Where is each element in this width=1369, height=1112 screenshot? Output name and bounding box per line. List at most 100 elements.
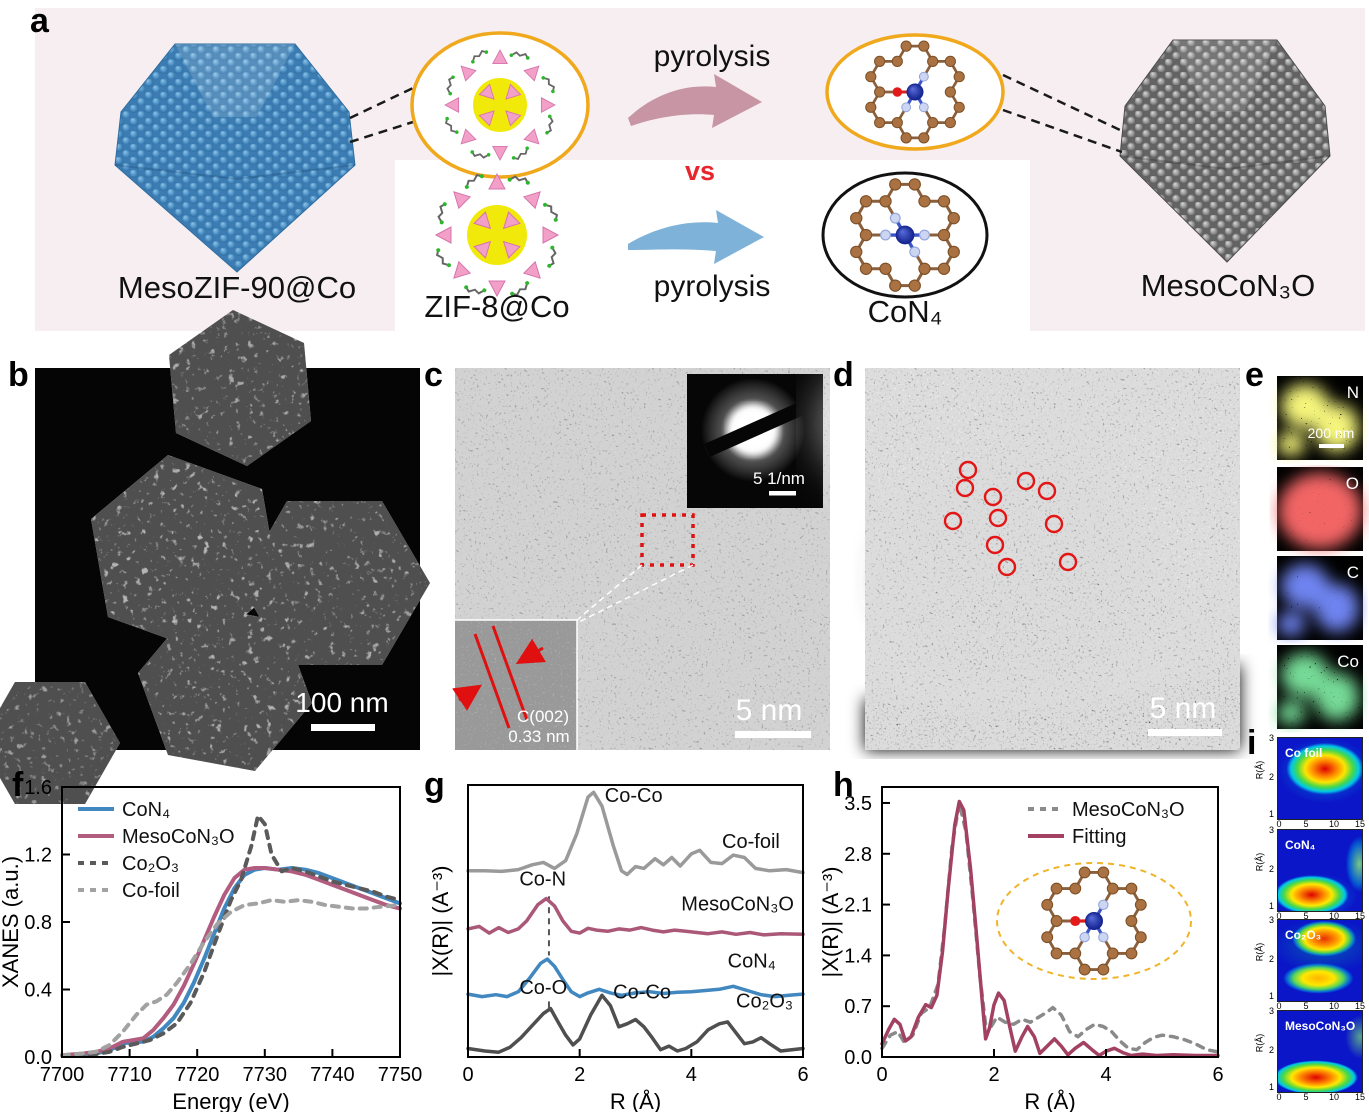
con4-label: CoN₄ (868, 294, 943, 329)
svg-text:Co-Co: Co-Co (613, 981, 671, 1003)
exafs-stack-chart: 0 2 4 6 R (Å) |X(R)| (A⁻³) Co-Co Co-foil Co-N Mes… (428, 784, 809, 1112)
inset-connector-lines (349, 73, 1123, 154)
ytick: 2 (1268, 954, 1274, 964)
panel-b-canvas: 100 nm (0, 310, 430, 804)
panel-c-scalebar (735, 731, 811, 738)
svg-text:7740: 7740 (310, 1064, 355, 1086)
svg-text:2.1: 2.1 (844, 895, 872, 917)
svg-text:6: 6 (1212, 1064, 1223, 1086)
xtick: 5 (1303, 1001, 1309, 1011)
ytick: 3 (1268, 825, 1274, 835)
ytick: 3 (1268, 915, 1274, 925)
panel-c-scalebar-label: 5 nm (736, 694, 803, 727)
mesocon3o-label: MesoCoN₃O (1141, 268, 1316, 303)
eds-map-Co-label: Co (1337, 652, 1359, 671)
zif8-label: ZIF-8@Co (424, 289, 569, 324)
wavelet-ylabel: R(Å) (1254, 852, 1265, 872)
panel-c-label: c (424, 356, 443, 394)
xtick: 15 (1354, 911, 1366, 921)
svg-text:Co₂O₃: Co₂O₃ (122, 853, 179, 875)
pyrolysis-arrow-top-icon (628, 74, 762, 128)
xtick: 15 (1354, 1092, 1366, 1102)
eds-map-C: C (1277, 556, 1363, 640)
svg-text:MesoCoN₃O: MesoCoN₃O (1072, 799, 1185, 821)
panel-f-label: f (12, 766, 24, 804)
xtick: 10 (1328, 819, 1340, 829)
wavelet-map-name: CoN₄ (1285, 838, 1316, 852)
eds-map-O: O (1277, 467, 1363, 551)
svg-text:7700: 7700 (40, 1064, 85, 1086)
svg-text:1.4: 1.4 (844, 945, 872, 967)
panel-d-label: d (833, 356, 854, 394)
ytick: 1 (1268, 1082, 1274, 1092)
xtick: 0 (1276, 911, 1282, 921)
xtick: 10 (1328, 911, 1340, 921)
lattice-fringe-lines (452, 625, 546, 729)
ytick: 2 (1268, 1045, 1274, 1055)
svg-text:Co-N: Co-N (519, 868, 566, 890)
svg-text:Co-foil: Co-foil (722, 831, 780, 853)
svg-text:|X(R)| (A⁻³): |X(R)| (A⁻³) (428, 865, 453, 976)
svg-text:6: 6 (797, 1064, 808, 1086)
panel-e-scalebar-label: 200 nm (1308, 425, 1355, 441)
fitting-inset-icon (996, 862, 1192, 980)
xtick: 5 (1303, 911, 1309, 921)
svg-text:Energy (eV): Energy (eV) (172, 1089, 289, 1112)
wavelet-map-co-foil: R(Å) 3 2 1 Co foil 0 5 10 15 (1254, 733, 1369, 829)
svg-text:0.7: 0.7 (844, 996, 872, 1018)
mesocon3o-particle-icon (1119, 39, 1331, 263)
ytick: 1 (1268, 991, 1274, 1001)
wavelet-map-name: Co₂O₃ (1285, 928, 1322, 942)
wavelet-map-name: MesoCoN₃O (1285, 1019, 1356, 1033)
eds-map-Co: Co (1277, 645, 1363, 729)
beam-stopper-icon (704, 396, 817, 457)
svg-text:Co-Co: Co-Co (605, 785, 663, 807)
xtick: 15 (1354, 1001, 1366, 1011)
mesozif-particle-icon (114, 43, 356, 273)
ytick: 2 (1268, 772, 1274, 782)
ytick: 1 (1268, 901, 1274, 911)
lattice-inset: C(002) 0.33 nm (452, 619, 578, 750)
exafs-fitting-chart: 0 2 4 6 0.0 0.7 1.4 2.1 2.8 3.5 R (Å) |X(R)| (A⁻³) M… (818, 786, 1224, 1112)
svg-text:0.4: 0.4 (24, 980, 52, 1002)
svg-text:2: 2 (574, 1064, 585, 1086)
ytick: 2 (1268, 864, 1274, 874)
wavelet-ylabel: R(Å) (1254, 942, 1265, 962)
svg-text:7720: 7720 (175, 1064, 220, 1086)
xtick: 0 (1276, 819, 1282, 829)
svg-text:0.8: 0.8 (24, 912, 52, 934)
svg-text:4: 4 (686, 1064, 697, 1086)
panel-d-scalebar (1148, 729, 1222, 736)
xtick: 5 (1303, 1092, 1309, 1102)
xtick: 10 (1328, 1001, 1340, 1011)
xtick: 5 (1303, 819, 1309, 829)
svg-text:1.6: 1.6 (24, 777, 52, 799)
saed-inset: 5 1/nm (687, 374, 823, 508)
svg-text:3.5: 3.5 (844, 793, 872, 815)
wavelet-map-name: Co foil (1285, 746, 1323, 760)
panel-b-scalebar (311, 724, 375, 731)
panel-b-label: b (8, 356, 29, 394)
svg-text:MesoCoN₃O: MesoCoN₃O (681, 894, 794, 916)
eds-map-C-label: C (1347, 563, 1359, 582)
lattice-plane-label: C(002) (517, 707, 569, 726)
svg-text:Fitting: Fitting (1072, 826, 1126, 848)
wavelet-ylabel: R(Å) (1254, 1033, 1265, 1053)
svg-text:7750: 7750 (378, 1064, 423, 1086)
pyrolysis-top-label: pyrolysis (654, 40, 771, 73)
xtick: 15 (1354, 819, 1366, 829)
svg-text:2: 2 (988, 1064, 999, 1086)
pyrolysis-arrow-bottom-icon (628, 210, 764, 264)
svg-text:4: 4 (1100, 1064, 1111, 1086)
ytick: 3 (1268, 733, 1274, 743)
svg-text:CoN₄: CoN₄ (728, 951, 776, 973)
eds-map-O-label: O (1346, 474, 1359, 493)
con3o-inset-icon (825, 33, 1005, 151)
panel-e-canvas: N 200 nm O C Co (1277, 376, 1363, 729)
svg-text:7730: 7730 (243, 1064, 288, 1086)
svg-text:Co-O: Co-O (519, 977, 567, 999)
roi-connector-lines (576, 564, 694, 623)
svg-text:Co-foil: Co-foil (122, 880, 180, 902)
svg-text:CoN₄: CoN₄ (122, 799, 170, 821)
